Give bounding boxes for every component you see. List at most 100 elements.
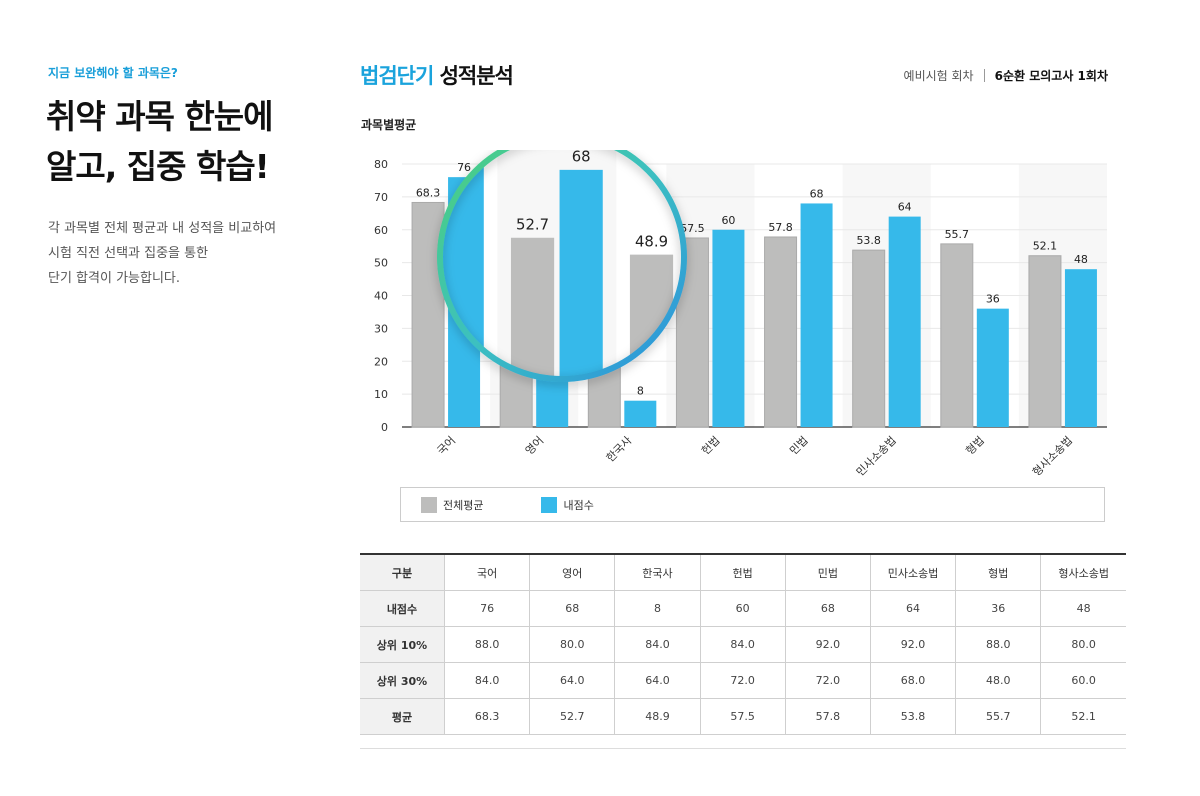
table-header-cell: 형사소송법 — [1040, 553, 1126, 591]
bar-overall-average — [852, 249, 886, 428]
legend-item-my-score: 내점수 — [541, 496, 594, 513]
table-cell: 76 — [443, 590, 530, 627]
table-cell: 72.0 — [699, 662, 786, 699]
table-cell: 84.0 — [614, 626, 701, 663]
divider — [983, 69, 985, 82]
exam-current-label: 6순환 모의고사 1회차 — [994, 69, 1108, 83]
table-cell: 92.0 — [869, 626, 956, 663]
description-line-3: 단기 합격이 가능합니다. — [48, 271, 180, 286]
headline: 취약 과목 한눈에 알고, 집중 학습! — [46, 92, 273, 192]
y-tick-label: 50 — [374, 257, 388, 270]
table-cell: 8 — [614, 590, 701, 627]
table-header-cell: 민법 — [784, 553, 871, 591]
y-tick-label: 40 — [374, 290, 388, 303]
x-tick-label: 민사소송법 — [854, 434, 899, 479]
page-title: 법검단기 성적분석 — [360, 60, 514, 90]
table-cell: 57.5 — [699, 698, 786, 735]
bar-overall-average — [1028, 255, 1062, 428]
table-cell: 68 — [784, 590, 871, 627]
score-table: 구분 국어 영어 한국사 헌법 민법 민사소송법 형법 형사소송법 내점수 76… — [360, 553, 1126, 735]
bar-my-score — [888, 216, 921, 427]
x-tick-label: 영어 — [523, 434, 547, 458]
legend-item-overall-average: 전체평균 — [421, 496, 484, 513]
legend-swatch-blue — [541, 496, 558, 513]
bar-overall-average-magnified — [510, 237, 555, 379]
table-cell: 88.0 — [443, 626, 530, 663]
y-tick-label: 20 — [374, 355, 388, 368]
y-tick-label: 30 — [374, 322, 388, 335]
table-header-cell: 국어 — [443, 553, 530, 591]
table-cell: 84.0 — [443, 662, 530, 699]
bar-value-label-magnified: 68 — [929, 150, 948, 166]
table-row: 상위 10% 88.0 80.0 84.0 84.0 92.0 92.0 88.… — [360, 626, 1126, 663]
table-cell: 68.0 — [869, 662, 956, 699]
x-tick-label: 민법 — [787, 434, 811, 458]
y-tick-label: 0 — [381, 421, 388, 434]
table-cell: 48.9 — [614, 698, 701, 735]
table-cell: 88.0 — [955, 626, 1041, 663]
x-tick-label: 헌법 — [699, 434, 723, 458]
y-tick-label: 80 — [374, 158, 388, 171]
bottom-divider — [360, 748, 1126, 749]
bar-value-label: 48 — [1074, 253, 1088, 266]
bar-value-label: 52.1 — [1033, 240, 1058, 253]
magnifier-zoom: 68.3 76 52.7 68 48.9 8 57.5 60 57.8 68 53.8 64 55.7 3… — [397, 150, 1120, 471]
bar-my-score — [712, 229, 745, 427]
bar-value-label: 60 — [721, 214, 735, 227]
chart-legend: 전체평균 내점수 — [400, 487, 1105, 522]
bar-value-label: 68 — [810, 187, 824, 200]
table-row: 평균 68.3 52.7 48.9 57.5 57.8 53.8 55.7 52… — [360, 698, 1126, 735]
table-header-cell: 영어 — [529, 553, 615, 591]
table-cell: 84.0 — [699, 626, 786, 663]
bar-value-label: 76 — [457, 161, 471, 174]
magnifier-content: 68.3 76 52.7 68 48.9 8 57.5 60 57.8 68 53.8 64 55.7 3… — [397, 150, 1120, 471]
table-cell: 52.1 — [1040, 698, 1126, 735]
table-cell: 80.0 — [529, 626, 615, 663]
table-header-cell: 구분 — [360, 553, 445, 591]
bar-overall-average — [764, 236, 798, 428]
headline-line-1: 취약 과목 한눈에 — [46, 97, 273, 136]
table-header-cell: 한국사 — [614, 553, 701, 591]
y-tick-label: 10 — [374, 388, 388, 401]
bar-value-label-magnified: 68 — [572, 150, 591, 166]
table-header-cell: 민사소송법 — [869, 553, 956, 591]
table-cell: 52.7 — [529, 698, 615, 735]
y-tick-label: 60 — [374, 224, 388, 237]
table-row: 상위 30% 84.0 64.0 64.0 72.0 72.0 68.0 48.… — [360, 662, 1126, 699]
chart-title: 과목별평균 — [361, 118, 417, 132]
legend-label: 전체평균 — [443, 498, 484, 512]
bar-value-label-magnified: 48.9 — [635, 233, 668, 251]
exam-type-label: 예비시험 회차 — [903, 69, 974, 83]
section-kicker: 지금 보완해야 할 과목은? — [48, 66, 178, 80]
table-cell: 72.0 — [784, 662, 871, 699]
bar-value-label: 64 — [898, 201, 912, 214]
y-tick-label: 70 — [374, 191, 388, 204]
bar-overall-average — [940, 243, 974, 428]
bar-my-score — [1064, 269, 1097, 427]
legend-swatch-gray — [421, 496, 437, 513]
page-title-text: 성적분석 — [439, 64, 514, 88]
bar-my-score — [624, 400, 657, 427]
table-cell: 60 — [699, 590, 786, 627]
table-cell: 60.0 — [1040, 662, 1126, 699]
table-cell: 48.0 — [955, 662, 1041, 699]
table-cell: 80.0 — [1040, 626, 1126, 663]
table-cell: 53.8 — [869, 698, 956, 735]
table-cell: 36 — [955, 590, 1041, 627]
bar-my-score — [976, 308, 1009, 427]
table-row: 내점수 76 68 8 60 68 64 36 48 — [360, 590, 1126, 627]
table-cell: 48 — [1040, 590, 1126, 627]
table-cell: 68.3 — [443, 698, 530, 735]
description-line-1: 각 과목별 전체 평균과 내 성적을 비교하여 — [48, 221, 277, 236]
bar-value-label: 36 — [986, 293, 1000, 306]
table-header-row: 구분 국어 영어 한국사 헌법 민법 민사소송법 형법 형사소송법 — [360, 553, 1126, 591]
x-tick-label: 국어 — [435, 434, 459, 458]
bar-overall-average-magnified — [1106, 224, 1120, 471]
bar-value-label: 8 — [637, 385, 644, 398]
x-tick-label: 한국사 — [604, 434, 635, 465]
bar-my-score-magnified — [559, 169, 603, 379]
table-header-cell: 형법 — [955, 553, 1041, 591]
bar-value-label-magnified: 68.3 — [397, 150, 430, 164]
table-row-label: 상위 30% — [360, 662, 445, 699]
